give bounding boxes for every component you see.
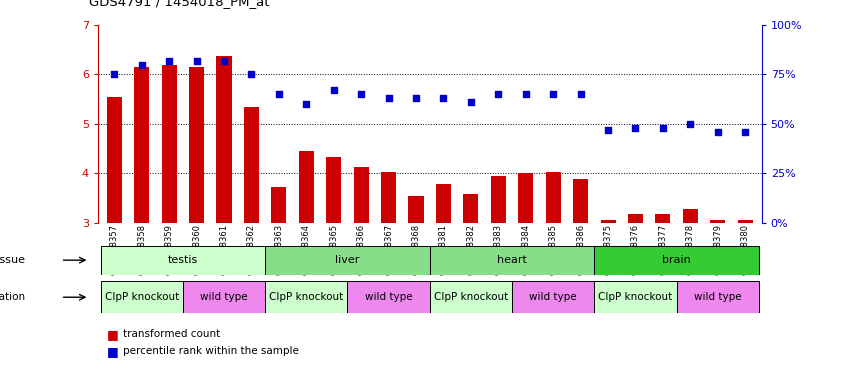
- Bar: [601, 220, 615, 223]
- Bar: [326, 157, 341, 223]
- Text: ClpP knockout: ClpP knockout: [598, 292, 672, 302]
- Point: [327, 87, 340, 93]
- Bar: [106, 97, 122, 223]
- Point: [492, 91, 505, 97]
- Point: [546, 91, 560, 97]
- Point: [409, 95, 423, 101]
- Bar: [430, 246, 594, 275]
- Text: tissue: tissue: [0, 255, 26, 265]
- Bar: [738, 220, 753, 223]
- Text: ClpP knockout: ClpP knockout: [269, 292, 344, 302]
- Point: [354, 91, 368, 97]
- Bar: [512, 281, 594, 313]
- Bar: [134, 67, 149, 223]
- Point: [244, 71, 258, 78]
- Text: ■: ■: [106, 345, 118, 358]
- Text: brain: brain: [662, 255, 691, 265]
- Point: [107, 71, 121, 78]
- Bar: [299, 151, 314, 223]
- Bar: [183, 281, 266, 313]
- Point: [163, 58, 176, 64]
- Point: [629, 125, 643, 131]
- Bar: [518, 173, 534, 223]
- Text: transformed count: transformed count: [123, 329, 220, 339]
- Text: ClpP knockout: ClpP knockout: [434, 292, 508, 302]
- Text: liver: liver: [335, 255, 360, 265]
- Bar: [463, 194, 478, 223]
- Bar: [655, 214, 671, 223]
- Bar: [381, 172, 397, 223]
- Bar: [430, 281, 512, 313]
- Bar: [573, 179, 588, 223]
- Point: [574, 91, 587, 97]
- Text: ClpP knockout: ClpP knockout: [105, 292, 179, 302]
- Point: [683, 121, 697, 127]
- Bar: [266, 281, 347, 313]
- Bar: [711, 220, 725, 223]
- Point: [519, 91, 533, 97]
- Text: GDS4791 / 1454018_PM_at: GDS4791 / 1454018_PM_at: [89, 0, 270, 8]
- Bar: [677, 281, 759, 313]
- Bar: [408, 195, 424, 223]
- Point: [272, 91, 286, 97]
- Text: wild type: wild type: [529, 292, 577, 302]
- Bar: [683, 209, 698, 223]
- Bar: [100, 281, 183, 313]
- Point: [382, 95, 396, 101]
- Bar: [266, 246, 430, 275]
- Text: wild type: wild type: [694, 292, 741, 302]
- Bar: [354, 167, 368, 223]
- Bar: [244, 106, 259, 223]
- Text: wild type: wild type: [200, 292, 248, 302]
- Point: [300, 101, 313, 107]
- Point: [464, 99, 477, 105]
- Text: ■: ■: [106, 328, 118, 341]
- Bar: [347, 281, 430, 313]
- Text: genotype/variation: genotype/variation: [0, 292, 26, 302]
- Text: wild type: wild type: [365, 292, 413, 302]
- Bar: [162, 65, 177, 223]
- Bar: [594, 246, 759, 275]
- Bar: [189, 67, 204, 223]
- Bar: [491, 176, 505, 223]
- Bar: [628, 214, 643, 223]
- Bar: [594, 281, 677, 313]
- Bar: [100, 246, 266, 275]
- Point: [602, 127, 615, 133]
- Bar: [436, 184, 451, 223]
- Point: [739, 129, 752, 135]
- Bar: [271, 187, 287, 223]
- Point: [217, 58, 231, 64]
- Point: [437, 95, 450, 101]
- Point: [190, 58, 203, 64]
- Text: testis: testis: [168, 255, 198, 265]
- Point: [656, 125, 670, 131]
- Point: [711, 129, 724, 135]
- Bar: [216, 56, 231, 223]
- Bar: [545, 172, 561, 223]
- Point: [135, 61, 149, 68]
- Text: percentile rank within the sample: percentile rank within the sample: [123, 346, 300, 356]
- Text: heart: heart: [497, 255, 527, 265]
